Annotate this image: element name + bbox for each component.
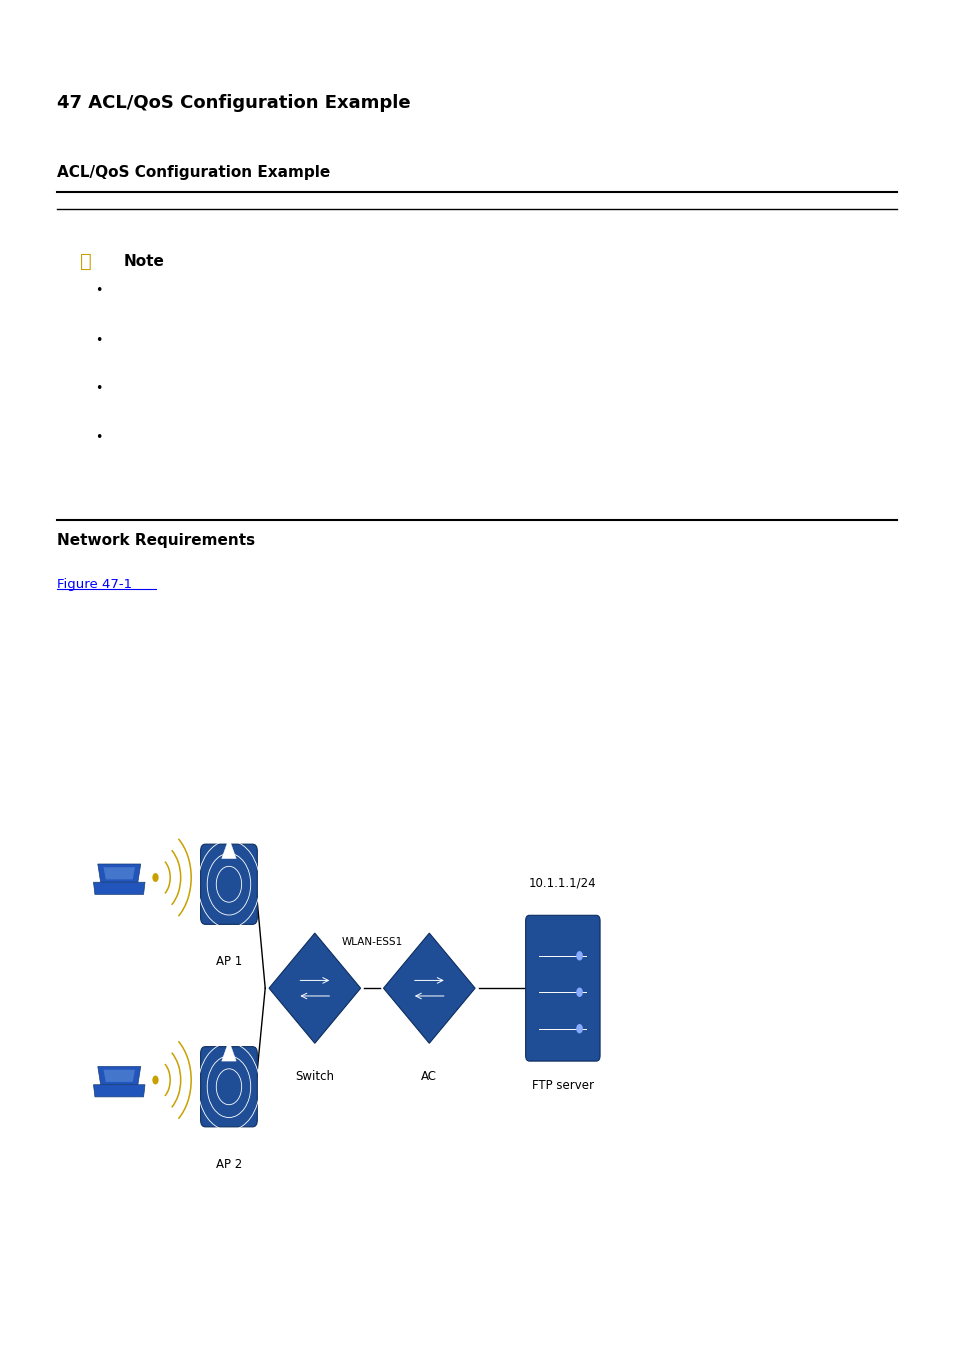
Text: AP 1: AP 1: [215, 956, 242, 968]
Circle shape: [576, 950, 582, 961]
Text: 10.1.1.1/24: 10.1.1.1/24: [529, 878, 596, 890]
Text: 📝: 📝: [80, 252, 91, 271]
Text: •: •: [95, 382, 103, 396]
Polygon shape: [93, 883, 145, 895]
Text: Note: Note: [124, 254, 165, 270]
Text: AC: AC: [421, 1071, 436, 1083]
Polygon shape: [98, 1066, 141, 1085]
FancyBboxPatch shape: [200, 844, 257, 925]
Circle shape: [576, 1023, 582, 1034]
Polygon shape: [93, 1085, 145, 1096]
Polygon shape: [221, 838, 236, 859]
Polygon shape: [269, 933, 360, 1044]
Text: Switch: Switch: [295, 1071, 334, 1083]
Circle shape: [152, 1076, 158, 1084]
Text: Figure 47-1: Figure 47-1: [57, 578, 132, 591]
Polygon shape: [221, 1041, 236, 1061]
Circle shape: [576, 988, 582, 996]
FancyBboxPatch shape: [200, 1046, 257, 1127]
Text: Network Requirements: Network Requirements: [57, 533, 255, 548]
Text: AP 2: AP 2: [215, 1158, 242, 1170]
Text: •: •: [95, 333, 103, 347]
Polygon shape: [383, 933, 475, 1044]
Polygon shape: [104, 867, 135, 879]
FancyBboxPatch shape: [525, 915, 599, 1061]
Text: •: •: [95, 431, 103, 444]
Polygon shape: [104, 1069, 135, 1081]
Text: WLAN-ESS1: WLAN-ESS1: [341, 937, 402, 946]
Circle shape: [152, 873, 158, 882]
Text: •: •: [95, 284, 103, 297]
Text: FTP server: FTP server: [532, 1080, 593, 1092]
Polygon shape: [98, 864, 141, 883]
Text: ACL/QoS Configuration Example: ACL/QoS Configuration Example: [57, 165, 330, 180]
Text: 47 ACL/QoS Configuration Example: 47 ACL/QoS Configuration Example: [57, 95, 411, 112]
